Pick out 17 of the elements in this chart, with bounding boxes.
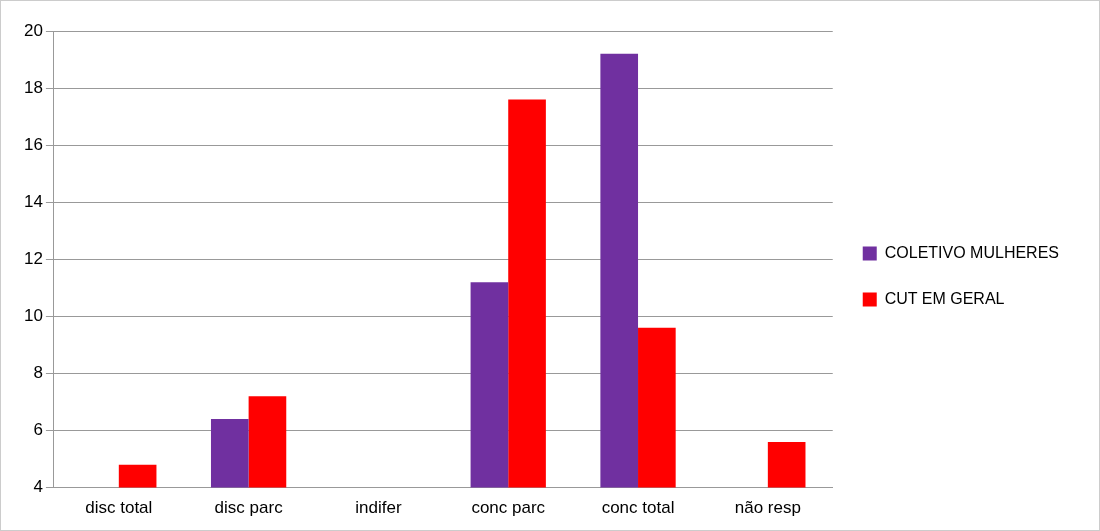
y-tick-label: 12 <box>23 248 43 268</box>
y-tick-label: 6 <box>33 420 43 440</box>
y-tick-label: 20 <box>23 20 43 40</box>
x-tick-label: indifer <box>355 498 402 518</box>
y-tick-label: 16 <box>23 134 43 154</box>
y-tick-label: 18 <box>23 77 43 97</box>
x-tick-label: disc total <box>85 498 153 518</box>
x-tick-label: conc parc <box>471 498 546 518</box>
legend-label: CUT EM GERAL <box>884 289 1005 307</box>
y-tick-label: 10 <box>23 306 43 326</box>
legend-label: COLETIVO MULHERES <box>884 243 1060 261</box>
x-tick-label: disc parc <box>214 498 284 518</box>
x-tick-label: conc total <box>601 498 675 518</box>
y-tick-label: 14 <box>23 191 43 211</box>
y-tick-label: 4 <box>33 477 43 497</box>
y-tick-label: 8 <box>33 363 43 383</box>
x-tick-label: não resp <box>734 498 801 518</box>
